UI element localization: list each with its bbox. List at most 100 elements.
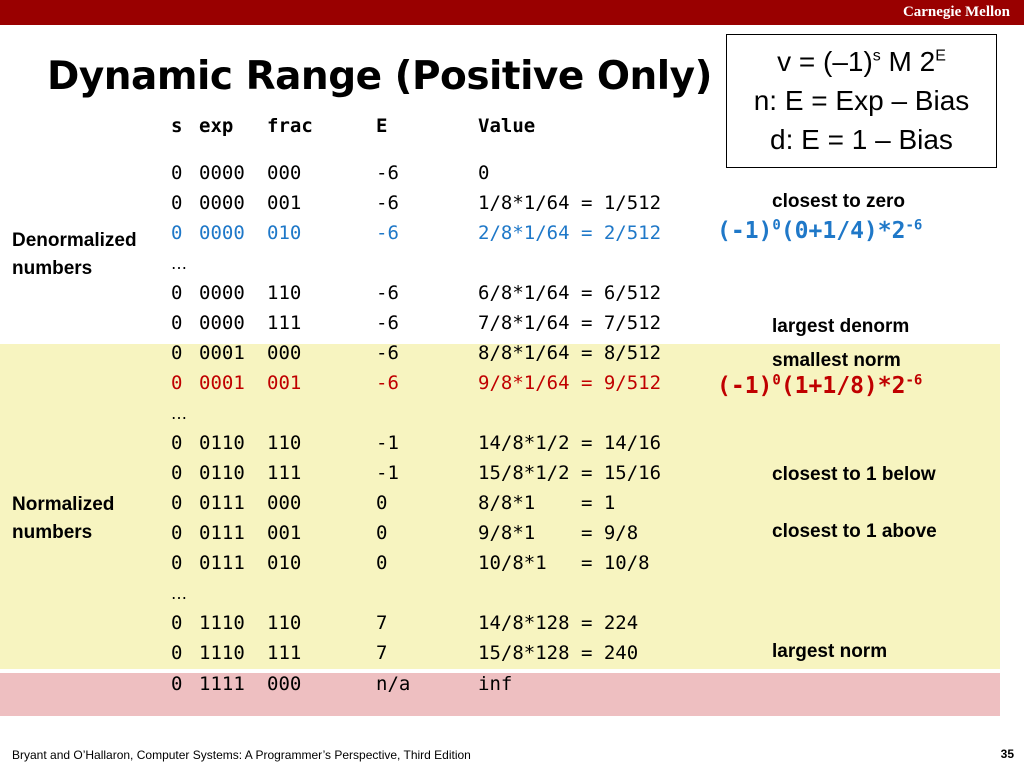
cell-exp: 0110 <box>199 462 245 484</box>
norm-expression: (-1)0(1+1/8)*2-6 <box>717 373 922 399</box>
cell-e: -6 <box>376 222 399 244</box>
cell-s: 0 <box>171 642 183 664</box>
ellipsis: … <box>171 254 187 273</box>
cell-s: 0 <box>171 372 183 394</box>
cell-frac: 001 <box>267 522 302 544</box>
cell-exp: 0000 <box>199 282 245 304</box>
col-header-value: Value <box>478 115 536 137</box>
cell-e: -6 <box>376 312 399 334</box>
cell-frac: 010 <box>267 552 302 574</box>
cell-value: 8/8*1/64 = 8/512 <box>478 342 662 364</box>
cell-s: 0 <box>171 612 183 634</box>
table-row: 0 0000 001 -6 1/8*1/64 = 1/512 <box>0 188 720 218</box>
expr-sup: 0 <box>772 217 781 234</box>
denorm-expression: (-1)0(0+1/4)*2-6 <box>717 218 922 244</box>
cell-e: 7 <box>376 612 388 634</box>
expr-sup: -6 <box>905 372 923 389</box>
cell-e: -6 <box>376 342 399 364</box>
table-row: 0 1111 000 n/a inf <box>0 669 720 699</box>
cell-exp: 0110 <box>199 432 245 454</box>
cell-s: 0 <box>171 222 183 244</box>
cell-value: 15/8*128 = 240 <box>478 642 639 664</box>
expr-text: (0+1/4)*2 <box>780 218 906 244</box>
formula-line-3: d: E = 1 – Bias <box>770 124 953 155</box>
footer-citation: Bryant and O’Hallaron, Computer Systems:… <box>12 748 471 762</box>
normalized-band <box>0 344 1000 669</box>
cell-value: 15/8*1/2 = 15/16 <box>478 462 662 484</box>
cell-exp: 0001 <box>199 372 245 394</box>
expr-text: (1+1/8)*2 <box>780 373 906 399</box>
denormalized-label: Denormalized numbers <box>12 230 137 279</box>
note-largest-norm: largest norm <box>772 641 888 662</box>
cell-s: 0 <box>171 673 183 695</box>
table-row: 0 0111 010 0 10/8*1 = 10/8 <box>0 548 720 578</box>
formula-sup: E <box>935 47 946 65</box>
cell-frac: 110 <box>267 432 302 454</box>
cell-e: -6 <box>376 162 399 184</box>
expr-text: (-1) <box>717 373 773 399</box>
col-header-frac: frac <box>267 115 313 137</box>
table-row: 0 0110 111 -1 15/8*1/2 = 15/16 <box>0 458 720 488</box>
cell-e: 7 <box>376 642 388 664</box>
cell-e: -6 <box>376 192 399 214</box>
expr-sup: -6 <box>905 217 923 234</box>
cell-value: 8/8*1 = 1 <box>478 492 616 514</box>
cell-value: 6/8*1/64 = 6/512 <box>478 282 662 304</box>
cell-value: 1/8*1/64 = 1/512 <box>478 192 662 214</box>
cell-value: 9/8*1 = 9/8 <box>478 522 639 544</box>
table-row: 0 0000 111 -6 7/8*1/64 = 7/512 <box>0 308 720 338</box>
cell-frac: 111 <box>267 312 302 334</box>
cell-value: 14/8*128 = 224 <box>478 612 639 634</box>
cell-frac: 000 <box>267 673 302 695</box>
cell-frac: 001 <box>267 372 302 394</box>
cell-exp: 0000 <box>199 192 245 214</box>
cell-value: 7/8*1/64 = 7/512 <box>478 312 662 334</box>
university-name: Carnegie Mellon <box>902 4 1010 20</box>
note-smallest-norm: smallest norm <box>772 350 901 371</box>
ellipsis: … <box>171 404 187 423</box>
cell-frac: 000 <box>267 492 302 514</box>
cell-exp: 0000 <box>199 222 245 244</box>
cell-e: -1 <box>376 462 399 484</box>
cell-e: -1 <box>376 432 399 454</box>
cell-e: -6 <box>376 282 399 304</box>
formula-line-1: v = (–1)s M 2E <box>727 42 996 81</box>
formula-box: v = (–1)s M 2E n: E = Exp – Bias d: E = … <box>726 34 997 168</box>
cell-s: 0 <box>171 462 183 484</box>
note-closest-to-1-above: closest to 1 above <box>772 521 937 542</box>
col-header-exp: exp <box>199 115 234 137</box>
cell-exp: 1110 <box>199 612 245 634</box>
normalized-label: Normalized numbers <box>12 494 115 543</box>
cell-s: 0 <box>171 522 183 544</box>
cell-exp: 1110 <box>199 642 245 664</box>
cell-frac: 111 <box>267 642 302 664</box>
cell-frac: 111 <box>267 462 302 484</box>
table-row: 0 0111 001 0 9/8*1 = 9/8 <box>0 518 720 548</box>
cell-frac: 001 <box>267 192 302 214</box>
cell-s: 0 <box>171 492 183 514</box>
cell-exp: 0111 <box>199 492 245 514</box>
cell-s: 0 <box>171 282 183 304</box>
cell-value: inf <box>478 673 513 695</box>
expr-text: (-1) <box>717 218 773 244</box>
cell-value: 10/8*1 = 10/8 <box>478 552 650 574</box>
header-bar: Carnegie Mellon <box>0 0 1024 25</box>
table-row: 0 1110 111 7 15/8*128 = 240 <box>0 638 720 668</box>
table-row: 0 0000 110 -6 6/8*1/64 = 6/512 <box>0 278 720 308</box>
formula-text: M 2 <box>880 46 936 77</box>
ellipsis: … <box>171 584 187 603</box>
cell-value: 14/8*1/2 = 14/16 <box>478 432 662 454</box>
cell-s: 0 <box>171 162 183 184</box>
col-header-s: s <box>171 115 183 137</box>
cell-exp: 0001 <box>199 342 245 364</box>
formula-line-2: n: E = Exp – Bias <box>753 85 970 116</box>
note-closest-to-1-below: closest to 1 below <box>772 464 936 485</box>
cell-value: 9/8*1/64 = 9/512 <box>478 372 662 394</box>
cell-e: 0 <box>376 492 388 514</box>
special-band <box>0 673 1000 716</box>
table-row: 0 0001 000 -6 8/8*1/64 = 8/512 <box>0 338 720 368</box>
cell-exp: 0000 <box>199 162 245 184</box>
expr-sup: 0 <box>772 372 781 389</box>
cell-frac: 000 <box>267 342 302 364</box>
note-closest-to-zero: closest to zero <box>772 191 906 212</box>
